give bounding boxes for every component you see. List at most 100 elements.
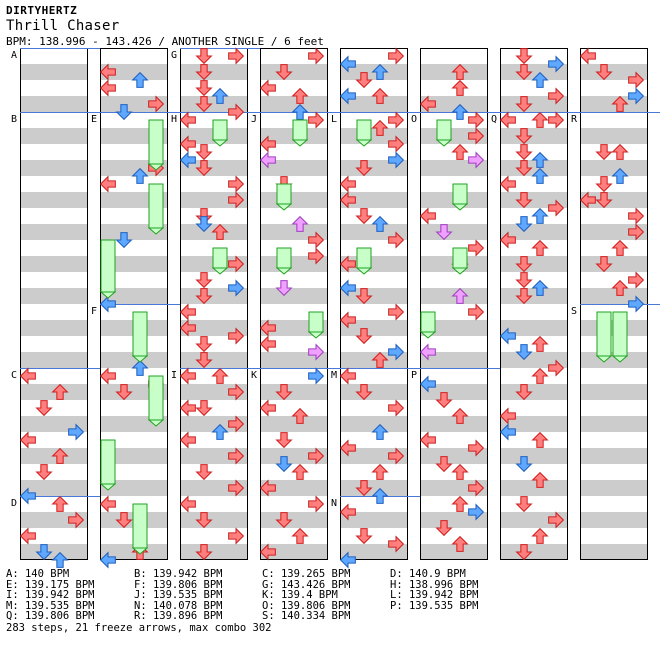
stripe-band	[180, 384, 248, 400]
freeze-arrow-tail	[147, 227, 165, 235]
chart-column-border	[500, 48, 568, 560]
stripe-band	[180, 96, 248, 112]
step-arrow	[195, 464, 213, 481]
freeze-arrow-body	[356, 119, 372, 141]
bpm-entry: R: 139.896 BPM	[134, 610, 223, 623]
step-arrow	[195, 400, 213, 417]
step-arrow	[179, 399, 196, 417]
step-arrow	[115, 104, 133, 121]
stripe-band	[100, 352, 168, 368]
stripe-band	[180, 320, 248, 336]
stripe-band	[100, 512, 168, 528]
step-arrow	[579, 191, 596, 209]
step-arrow	[68, 511, 85, 529]
step-arrow	[308, 111, 325, 129]
step-arrow	[451, 103, 469, 120]
step-arrow	[548, 359, 565, 377]
step-arrow	[259, 79, 276, 97]
step-arrow	[211, 223, 229, 240]
section-label: I	[171, 370, 177, 381]
step-arrow	[99, 175, 116, 193]
step-arrow	[99, 79, 116, 97]
freeze-arrow-tail	[99, 291, 117, 299]
stripe-band	[260, 416, 328, 432]
freeze-arrow-tail	[275, 267, 293, 275]
step-arrow	[195, 336, 213, 353]
stripe-band	[260, 384, 328, 400]
stripe-band	[580, 64, 648, 80]
stripe-band	[100, 320, 168, 336]
freeze-arrow-tail	[419, 331, 437, 339]
stripe-band	[100, 416, 168, 432]
step-arrow	[388, 151, 405, 169]
stripe-band	[500, 64, 568, 80]
step-arrow	[628, 71, 645, 89]
stripe-band	[340, 128, 408, 144]
stripe-band	[580, 96, 648, 112]
stripe-band	[20, 544, 88, 560]
stripe-band	[340, 352, 408, 368]
freeze-arrow-body	[612, 311, 628, 357]
freeze-arrow-body	[436, 119, 452, 141]
step-arrow	[388, 111, 405, 129]
step-arrow	[179, 111, 196, 129]
stripe-band	[260, 128, 328, 144]
step-arrow	[228, 191, 245, 209]
step-arrow	[51, 495, 69, 512]
step-arrow	[115, 384, 133, 401]
stripe-band	[500, 288, 568, 304]
step-arrow	[339, 191, 356, 209]
step-arrow	[115, 232, 133, 249]
section-label: O	[411, 114, 417, 125]
section-label: L	[331, 114, 337, 125]
step-arrow	[595, 176, 613, 193]
step-arrow	[99, 295, 116, 313]
freeze-arrow-body	[132, 503, 148, 549]
step-arrow	[515, 64, 533, 81]
step-arrow	[131, 167, 149, 184]
step-arrow	[419, 431, 436, 449]
step-arrow	[531, 367, 549, 384]
stripe-band	[100, 480, 168, 496]
step-arrow	[99, 551, 116, 569]
bpm-entry: K: 139.4 BPM	[262, 589, 338, 602]
stripe-band	[340, 480, 408, 496]
step-arrow	[228, 47, 245, 65]
step-arrow	[179, 319, 196, 337]
step-arrow	[259, 319, 276, 337]
step-arrow	[531, 207, 549, 224]
section-label: P	[411, 370, 417, 381]
section-label: H	[171, 114, 177, 125]
step-arrow	[99, 367, 116, 385]
step-arrow	[435, 392, 453, 409]
song-title: Thrill Chaser	[6, 18, 120, 34]
stripe-band	[580, 256, 648, 272]
step-arrow	[228, 479, 245, 497]
step-arrow	[51, 383, 69, 400]
step-arrow	[371, 215, 389, 232]
stripe-band	[420, 192, 488, 208]
stripe-band	[580, 160, 648, 176]
stripe-band	[100, 128, 168, 144]
section-label: B	[11, 114, 17, 125]
step-arrow	[51, 551, 69, 568]
stripe-band	[580, 224, 648, 240]
stripe-band	[260, 320, 328, 336]
step-arrow	[195, 512, 213, 529]
step-arrow	[451, 63, 469, 80]
step-arrow	[228, 447, 245, 465]
step-arrow	[499, 111, 516, 129]
freeze-arrow-tail	[147, 419, 165, 427]
stripe-band	[340, 448, 408, 464]
step-arrow	[195, 352, 213, 369]
step-arrow	[259, 543, 276, 561]
step-arrow	[355, 528, 373, 545]
section-label: E	[91, 114, 97, 125]
stripe-band	[100, 160, 168, 176]
freeze-arrow-body	[452, 247, 468, 269]
step-arrow	[259, 479, 276, 497]
step-arrow	[371, 423, 389, 440]
step-arrow	[595, 256, 613, 273]
step-arrow	[468, 303, 485, 321]
stripe-band	[100, 96, 168, 112]
